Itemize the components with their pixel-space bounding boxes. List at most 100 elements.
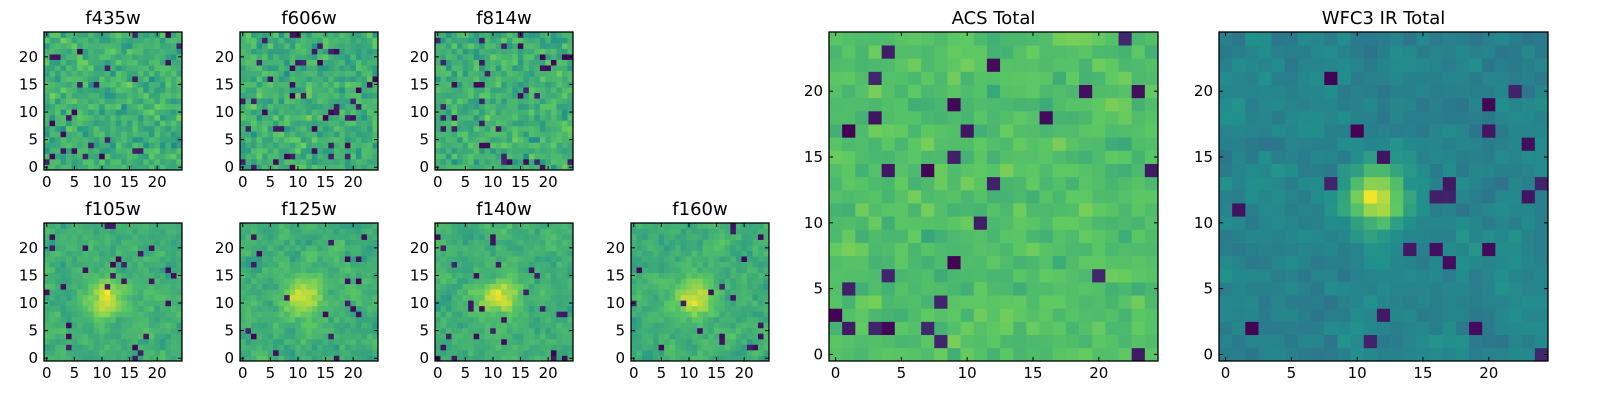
heatmap-cell <box>148 43 155 49</box>
heatmap-cell <box>512 65 519 71</box>
heatmap-cell <box>757 250 764 257</box>
heatmap-cell <box>567 43 574 49</box>
heatmap-cell <box>333 92 340 99</box>
heatmap-cell <box>686 267 693 274</box>
heatmap-cell <box>934 216 948 230</box>
heatmap-cell <box>311 289 318 296</box>
heatmap-cell <box>647 333 654 340</box>
heatmap-cell <box>713 234 720 240</box>
heatmap-cell <box>473 32 480 38</box>
heatmap-cell <box>322 228 329 235</box>
x-tick-label: 5 <box>266 173 276 191</box>
heatmap-cell <box>539 59 546 66</box>
heatmap-cell <box>132 245 139 251</box>
heatmap-cell <box>77 131 83 138</box>
heatmap-cell <box>60 311 67 318</box>
heatmap-cell <box>104 245 111 251</box>
heatmap-cell <box>137 54 144 60</box>
heatmap-cell <box>567 333 574 340</box>
heatmap-cell <box>165 305 172 312</box>
heatmap-cell <box>517 87 524 94</box>
heatmap-cell <box>245 76 252 83</box>
heatmap-cell <box>289 272 296 279</box>
heatmap-cell <box>176 87 183 94</box>
heatmap-cell <box>986 216 1001 230</box>
heatmap-cell <box>66 245 72 251</box>
heatmap-cell <box>973 268 988 283</box>
heatmap-cell <box>251 283 257 290</box>
heatmap-cell <box>724 223 731 229</box>
heatmap-cell <box>60 333 67 340</box>
heatmap-cell <box>842 189 856 204</box>
heatmap-cell <box>278 147 285 154</box>
heatmap-cell <box>289 311 296 318</box>
heatmap-cell <box>289 70 296 77</box>
heatmap-cell <box>240 37 246 44</box>
heatmap-cell <box>278 338 285 345</box>
heatmap-cell <box>143 261 150 268</box>
heatmap-cell <box>361 65 368 71</box>
heatmap-cell <box>328 289 335 296</box>
heatmap-cell <box>77 125 83 132</box>
heatmap-cell <box>66 272 72 279</box>
heatmap-cell <box>110 272 117 279</box>
heatmap-cell <box>534 109 541 116</box>
heatmap-cell <box>132 278 139 285</box>
heatmap-cell <box>1026 203 1040 217</box>
heatmap-cell <box>484 294 491 301</box>
heatmap-cell <box>284 98 291 105</box>
heatmap-cell <box>115 256 122 262</box>
heatmap-cell <box>49 228 56 235</box>
heatmap-cell <box>484 37 491 44</box>
heatmap-cell <box>473 234 480 240</box>
heatmap-cell <box>653 289 659 296</box>
heatmap-cell <box>757 311 764 318</box>
heatmap-cell <box>355 223 362 229</box>
heatmap-cell <box>446 349 452 356</box>
heatmap-cell <box>528 355 535 362</box>
heatmap-cell <box>251 344 257 351</box>
heatmap-cell <box>355 305 362 312</box>
heatmap-cell <box>159 158 166 165</box>
heatmap-cell <box>523 87 530 94</box>
heatmap-cell <box>642 272 648 279</box>
heatmap-cell <box>350 43 357 49</box>
heatmap-cell <box>278 333 285 340</box>
heatmap-cell <box>512 48 519 55</box>
heatmap-cell <box>121 125 128 132</box>
heatmap-cell <box>512 289 519 296</box>
heatmap-cell <box>66 289 72 296</box>
heatmap-cell <box>165 48 172 55</box>
heatmap-cell <box>355 131 362 138</box>
heatmap-cell <box>719 256 726 262</box>
heatmap-cell <box>462 239 469 246</box>
heatmap-cell <box>55 355 61 362</box>
heatmap-cell <box>647 338 654 345</box>
heatmap-cell <box>372 147 379 154</box>
heatmap-cell <box>306 272 313 279</box>
heatmap-cell <box>93 70 100 77</box>
heatmap-cell <box>457 239 463 246</box>
heatmap-cell <box>311 305 318 312</box>
heatmap-cell <box>680 283 687 290</box>
heatmap-cell <box>1052 334 1067 349</box>
heatmap-cell <box>512 322 519 329</box>
heatmap-cell <box>176 65 183 71</box>
x-tick-label: 20 <box>539 173 558 191</box>
heatmap-cell <box>556 81 563 88</box>
heatmap-cell <box>479 43 486 49</box>
heatmap-cell <box>339 43 346 49</box>
heatmap-cell <box>170 158 177 165</box>
heatmap-cell <box>361 234 368 240</box>
heatmap-cell <box>170 355 177 362</box>
heatmap-cell <box>921 282 935 296</box>
heatmap-cell <box>495 109 502 116</box>
heatmap-cell <box>132 344 139 351</box>
heatmap-cell <box>121 120 128 127</box>
heatmap-cell <box>484 267 491 274</box>
heatmap-cell <box>251 76 257 83</box>
heatmap-cell <box>550 65 557 71</box>
heatmap-cell <box>154 261 161 268</box>
heatmap-cell <box>60 338 67 345</box>
heatmap-cell <box>947 189 961 204</box>
